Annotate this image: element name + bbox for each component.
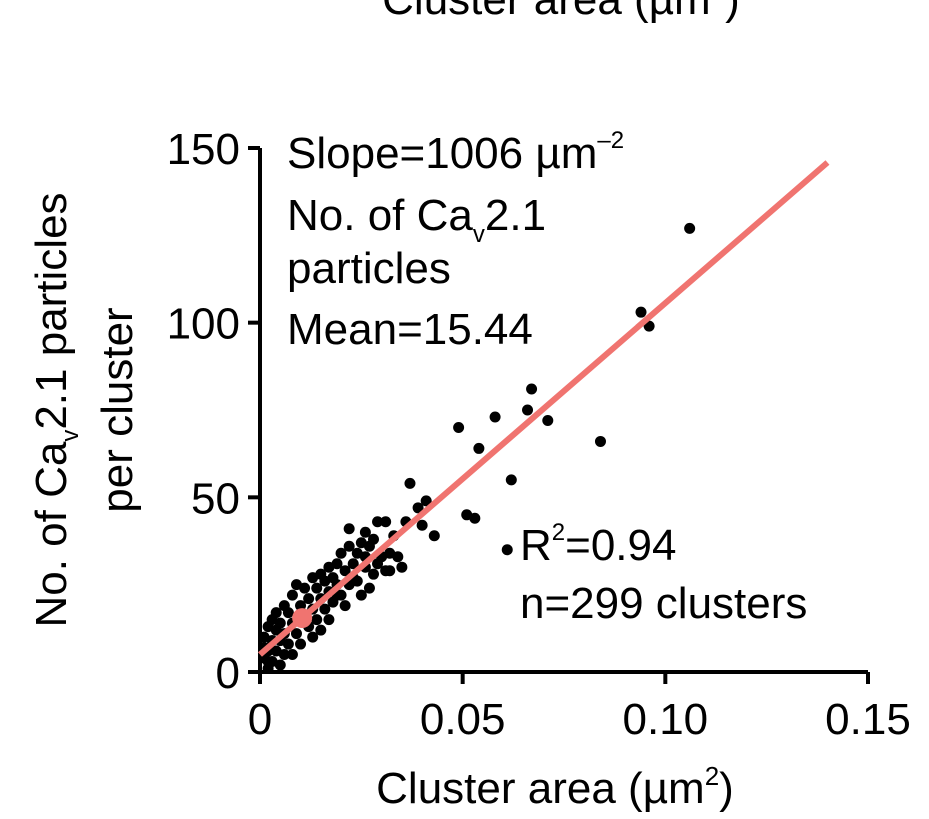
data-point <box>323 561 335 573</box>
data-point <box>542 414 554 426</box>
data-point <box>339 600 351 612</box>
data-point <box>343 540 355 552</box>
data-point <box>473 442 485 454</box>
data-point <box>262 663 274 675</box>
slope-annotation: Slope=1006 µm–2 <box>287 127 624 178</box>
data-point <box>594 435 606 447</box>
data-point <box>315 624 327 636</box>
r2-annotation: R2=0.94 <box>520 519 676 570</box>
data-point <box>282 607 294 619</box>
data-point <box>384 565 396 577</box>
cropped-axis-label-fragment: Cluster area (µm2) <box>382 0 740 24</box>
data-point <box>274 659 286 671</box>
data-point <box>372 558 384 570</box>
x-tick-label: 0.10 <box>623 695 709 744</box>
data-point <box>372 516 384 528</box>
fit-line-group <box>258 160 830 657</box>
y-axis-label-line2: per cluster <box>93 307 142 512</box>
x-tick-label: 0 <box>248 695 272 744</box>
data-point <box>319 603 331 615</box>
data-point <box>489 411 501 423</box>
data-point <box>505 474 517 486</box>
n-annotation: n=299 clusters <box>520 579 807 628</box>
x-axis-ticks: 0 0.05 0.10 0.15 <box>248 672 911 744</box>
data-point <box>286 589 298 601</box>
data-point <box>367 568 379 580</box>
data-point <box>355 589 367 601</box>
y-axis-ticks: 0 50 100 150 <box>167 125 260 698</box>
data-point <box>299 582 311 594</box>
data-point <box>522 404 534 416</box>
y-tick-label: 50 <box>191 474 240 523</box>
x-tick-label: 0.05 <box>420 695 506 744</box>
mean-annotation-line2: particles <box>287 244 451 293</box>
data-point <box>363 582 375 594</box>
data-point <box>635 306 647 318</box>
y-tick-label: 150 <box>167 125 240 174</box>
mean-marker <box>292 608 313 629</box>
data-point <box>428 530 440 542</box>
y-tick-label: 100 <box>167 300 240 349</box>
data-point <box>359 526 371 538</box>
data-point <box>282 638 294 650</box>
data-point <box>303 593 315 605</box>
data-point <box>311 582 323 594</box>
mean-annotation-line1: No. of Cav2.1 <box>287 191 546 248</box>
data-point <box>335 547 347 559</box>
mean-marker-group <box>292 608 313 629</box>
data-point <box>404 477 416 489</box>
data-point <box>380 516 392 528</box>
data-point <box>526 383 538 395</box>
data-point <box>469 512 481 524</box>
data-point <box>453 421 465 433</box>
mean-annotation-line3: Mean=15.44 <box>287 305 533 354</box>
x-tick-label: 0.15 <box>825 695 911 744</box>
data-point <box>295 638 307 650</box>
data-point <box>339 565 351 577</box>
data-point <box>307 572 319 584</box>
data-point <box>501 544 513 556</box>
data-point <box>355 537 367 549</box>
x-axis-label: Cluster area (µm2) <box>376 761 734 813</box>
data-point <box>392 551 404 563</box>
data-point <box>290 628 302 640</box>
data-point <box>396 561 408 573</box>
data-point <box>319 575 331 587</box>
data-point <box>684 222 696 234</box>
data-point <box>347 558 359 570</box>
y-axis-label-line1: No. of Cav2.1 particles <box>27 192 84 627</box>
data-point <box>286 649 298 661</box>
data-point <box>420 495 432 507</box>
fit-line <box>258 160 830 657</box>
data-point <box>311 614 323 626</box>
data-point <box>412 502 424 514</box>
data-point <box>307 631 319 643</box>
data-point <box>278 649 290 661</box>
data-point <box>323 614 335 626</box>
y-axis-label: No. of Cav2.1 particles per cluster <box>27 192 142 627</box>
data-point <box>343 523 355 535</box>
data-point <box>416 519 428 531</box>
y-tick-label: 0 <box>216 649 240 698</box>
